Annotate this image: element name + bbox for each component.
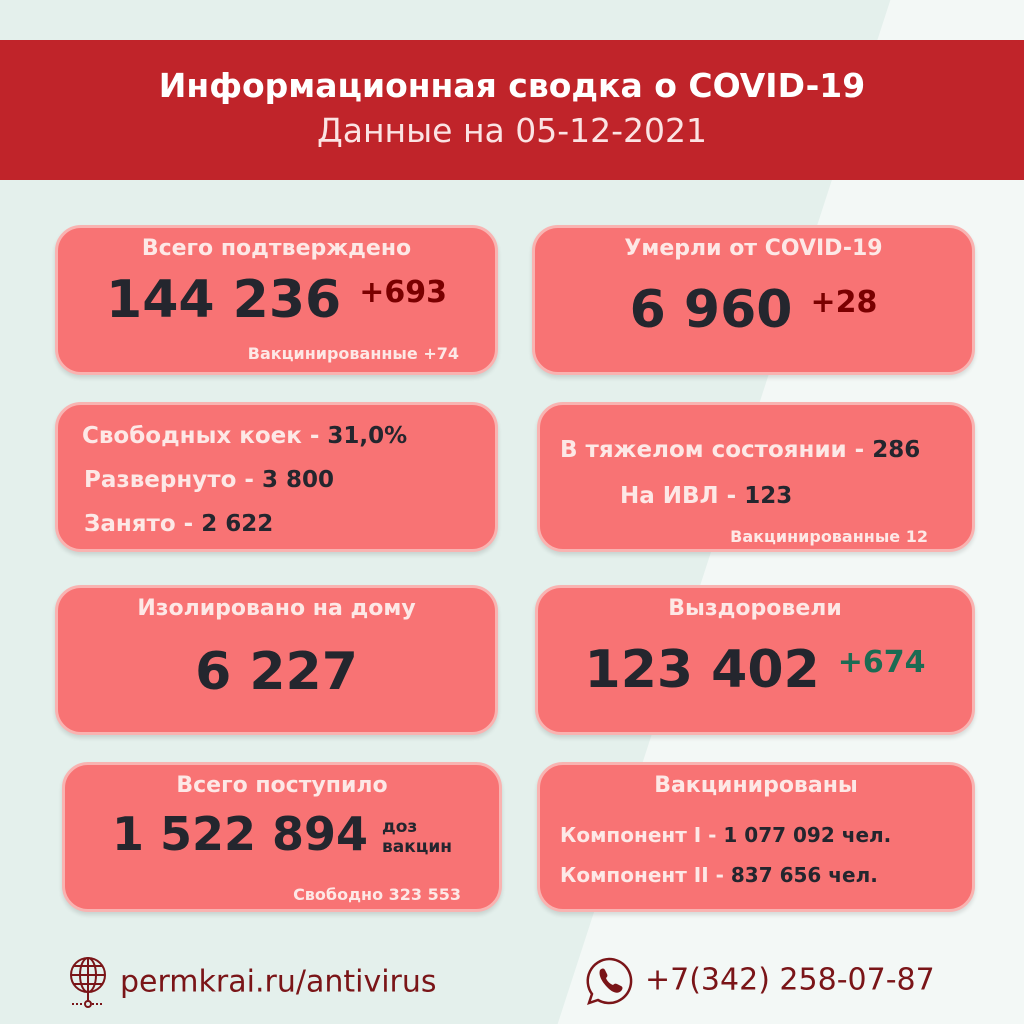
label: На ИВЛ -: [620, 483, 745, 509]
card-recovered: Выздоровели 123 402 +674: [535, 585, 975, 735]
card-isolated: Изолировано на дому 6 227: [55, 585, 498, 735]
card-title: Выздоровели: [668, 596, 842, 621]
card-title: Вакцинированы: [654, 773, 858, 798]
label: Занято -: [84, 511, 202, 537]
phone-icon: [586, 957, 633, 1005]
unit-line: вакцин: [382, 837, 453, 857]
label: В тяжелом состоянии -: [560, 437, 873, 463]
confirmed-row: 144 236 +693: [58, 270, 495, 330]
confirmed-vaccinated: Вакцинированные +74: [247, 344, 459, 363]
value: 286: [872, 437, 921, 463]
confirmed-delta: +693: [359, 275, 447, 310]
phone-number[interactable]: +7(342) 258-07-87: [645, 962, 935, 998]
recovered-delta: +674: [837, 645, 926, 680]
severe-vaccinated: Вакцинированные 12: [730, 527, 928, 546]
card-deaths: Умерли от COVID-19 6 960 +28: [532, 225, 975, 375]
value: 31,0%: [327, 423, 408, 449]
header: Информационная сводка о COVID-19 Данные …: [0, 40, 1024, 180]
beds-occupied: Занято - 2 622: [84, 511, 273, 537]
beds-free: Свободных коек - 31,0%: [82, 423, 407, 449]
label: Компонент II -: [560, 863, 731, 887]
beds-deployed: Развернуто - 3 800: [84, 467, 334, 493]
recovered-value: 123 402: [584, 640, 820, 700]
unit-line: доз: [382, 817, 418, 837]
deaths-value: 6 960: [629, 280, 793, 340]
deaths-delta: +28: [810, 285, 878, 320]
card-doses: Всего поступило 1 522 894 доз вакцин Своб…: [62, 762, 502, 912]
globe-icon: [70, 957, 106, 1008]
card-title: Всего подтверждено: [141, 236, 412, 261]
label: Компонент I -: [560, 823, 724, 847]
label: Свободных коек -: [82, 423, 328, 449]
value: 837 656 чел.: [730, 863, 878, 887]
recovered-row: 123 402 +674: [538, 640, 972, 700]
label: Развернуто -: [84, 467, 262, 493]
card-title: Изолировано на дому: [137, 596, 416, 621]
card-vaccinated: Вакцинированы Компонент I - 1 077 092 че…: [537, 762, 975, 912]
isolated-value: 6 227: [195, 642, 358, 702]
deaths-row: 6 960 +28: [535, 280, 972, 340]
confirmed-value: 144 236: [106, 270, 342, 330]
page-title: Информационная сводка о COVID-19: [158, 66, 866, 105]
page-subtitle: Данные на 05-12-2021: [316, 111, 708, 150]
footer-phone[interactable]: +7(342) 258-07-87: [583, 955, 935, 1007]
severe-count: В тяжелом состоянии - 286: [560, 437, 920, 463]
value: 123: [744, 483, 793, 509]
card-confirmed: Всего подтверждено 144 236 +693 Вакцинир…: [55, 225, 498, 375]
card-beds: Свободных коек - 31,0% Развернуто - 3 80…: [55, 402, 498, 552]
card-title: Всего поступило: [176, 773, 388, 798]
ivl-count: На ИВЛ - 123: [620, 483, 792, 509]
footer-site[interactable]: permkrai.ru/antivirus: [68, 955, 437, 1011]
site-link[interactable]: permkrai.ru/antivirus: [120, 964, 437, 1000]
doses-value: 1 522 894: [111, 807, 369, 861]
doses-unit: доз вакцин: [382, 817, 452, 857]
doses-free: Свободно 323 553: [293, 885, 461, 904]
card-severe: В тяжелом состоянии - 286 На ИВЛ - 123 В…: [537, 402, 975, 552]
card-title: Умерли от COVID-19: [624, 236, 883, 261]
doses-row: 1 522 894 доз вакцин: [65, 809, 499, 860]
value: 3 800: [261, 467, 334, 493]
component-1: Компонент I - 1 077 092 чел.: [560, 823, 891, 847]
isolated-row: 6 227: [58, 642, 495, 702]
value: 2 622: [201, 511, 274, 537]
component-2: Компонент II - 837 656 чел.: [560, 863, 878, 887]
value: 1 077 092 чел.: [723, 823, 892, 847]
